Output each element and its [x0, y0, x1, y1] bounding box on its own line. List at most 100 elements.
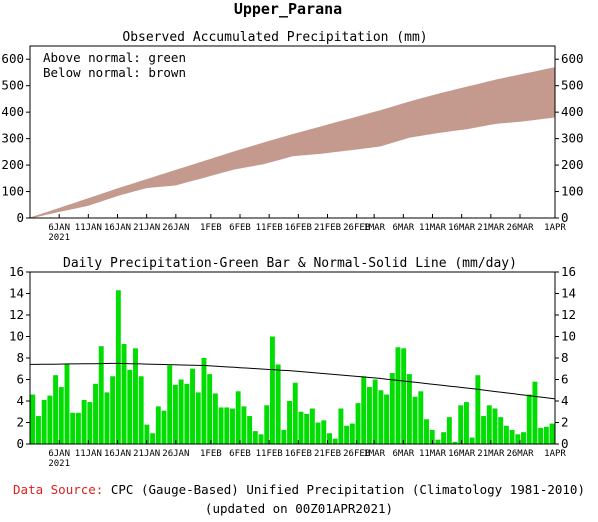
normal-daily-line [30, 362, 556, 400]
daily-ytick-label-right: 12 [561, 307, 576, 322]
daily-precip-bar [258, 434, 264, 444]
daily-precip-bar [309, 408, 315, 444]
daily-precip-bar [446, 417, 452, 445]
daily-precip-bar [110, 376, 116, 444]
daily-precip-bar [435, 439, 441, 444]
daily-precip-bar [349, 423, 355, 444]
daily-precip-bar [366, 387, 372, 444]
data-source-label: Data Source: [13, 482, 104, 497]
daily-precip-bar [338, 408, 344, 444]
daily-ytick-label-left: 2 [16, 415, 24, 430]
daily-precip-bar [81, 399, 87, 444]
daily-ytick-label-right: 4 [561, 393, 569, 408]
daily-precip-bar [378, 390, 384, 444]
daily-precip-bar [30, 394, 36, 444]
accum-xtick-label: 6FEB [229, 223, 251, 233]
daily-precip-bar [133, 348, 138, 444]
daily-precip-bar [167, 365, 173, 444]
accum-year-label: 2021 [48, 233, 70, 243]
daily-ytick-label-right: 6 [561, 372, 569, 387]
daily-precip-bar [264, 405, 270, 444]
accum-ytick-label-right: 500 [561, 78, 584, 93]
daily-ytick-label-right: 0 [561, 436, 569, 451]
accum-ytick-label-right: 200 [561, 157, 584, 172]
daily-precip-bar [481, 416, 487, 444]
daily-year-label: 2021 [48, 459, 70, 469]
daily-ytick-label-right: 2 [561, 415, 569, 430]
daily-precip-bar [138, 376, 144, 444]
accum-xtick-label: 16FEB [285, 223, 312, 233]
daily-precip-bar [212, 393, 218, 444]
accum-ytick-label-left: 100 [1, 184, 24, 199]
daily-xtick-label: 11JAN [75, 449, 102, 459]
daily-precip-bar [344, 425, 350, 444]
legend-below-normal: Below normal: brown [43, 65, 186, 80]
daily-precip-bar [161, 410, 167, 444]
daily-precip-bar [384, 394, 390, 444]
daily-precip-bar [292, 382, 298, 444]
accum-ytick-label-left: 600 [1, 51, 24, 66]
daily-precip-bar [53, 375, 59, 444]
daily-ytick-label-left: 8 [16, 350, 24, 365]
daily-precip-bar [184, 383, 190, 444]
daily-ytick-label-right: 16 [561, 264, 576, 279]
daily-precip-bar [298, 411, 304, 444]
accum-xtick-label: 11JAN [75, 223, 102, 233]
accum-panel-title: Observed Accumulated Precipitation (mm) [122, 30, 427, 45]
daily-xtick-label: 1FEB [200, 449, 222, 459]
daily-precip-bar [469, 437, 475, 444]
daily-xtick-label: 21MAR [477, 449, 505, 459]
daily-xtick-label: 21FEB [314, 449, 341, 459]
daily-precip-bar [252, 431, 258, 444]
daily-precip-bar [521, 432, 526, 444]
daily-precip-bar [332, 438, 338, 445]
daily-xtick-label: 6FEB [229, 449, 251, 459]
daily-precip-bar [172, 384, 178, 445]
daily-precip-bar [361, 376, 367, 444]
daily-ytick-label-left: 14 [9, 286, 24, 301]
daily-xtick-label: 26JAN [162, 449, 189, 459]
daily-precip-bar [64, 364, 70, 444]
daily-xtick-label: 11FEB [256, 449, 283, 459]
accum-ytick-label-right: 600 [561, 51, 584, 66]
main-title: Upper_Parana [234, 0, 342, 18]
accum-xtick-label: 11FEB [256, 223, 283, 233]
accum-xtick-label: 6JAN [48, 223, 70, 233]
normal-accum-line [29, 67, 556, 219]
daily-ytick-label-left: 4 [16, 393, 24, 408]
daily-precip-bar [532, 381, 538, 444]
daily-precip-bar [241, 406, 247, 445]
daily-precip-bar [372, 379, 378, 444]
daily-ytick-label-left: 16 [9, 264, 24, 279]
daily-precip-bar [224, 407, 230, 444]
daily-precip-bar [87, 402, 93, 444]
daily-precip-bar [75, 412, 81, 444]
daily-xtick-label: 6JAN [48, 449, 70, 459]
daily-xtick-label: 11MAR [419, 449, 447, 459]
daily-precip-bar [201, 358, 207, 444]
accum-ytick-label-right: 100 [561, 184, 584, 199]
daily-precip-bar [355, 403, 361, 444]
daily-precip-bar [304, 413, 310, 444]
daily-precip-bar [121, 344, 127, 444]
daily-precip-bar [315, 422, 321, 444]
accum-xtick-label: 26MAR [506, 223, 534, 233]
data-source-line: Data Source: CPC (Gauge-Based) Unified P… [0, 482, 598, 497]
daily-precip-bar [247, 416, 253, 444]
accum-xtick-label: 1APR [544, 223, 566, 233]
daily-precip-bar [218, 407, 224, 444]
accum-ytick-label-left: 500 [1, 78, 24, 93]
accum-xtick-label: 26JAN [162, 223, 189, 233]
daily-precip-bar [98, 346, 104, 444]
daily-xtick-label: 1MAR [363, 449, 385, 459]
daily-precip-bar [395, 347, 401, 444]
daily-precip-bar [207, 374, 213, 445]
daily-ytick-label-left: 0 [16, 436, 24, 451]
daily-precip-bar [538, 427, 544, 445]
daily-precip-bar [464, 402, 469, 444]
daily-precip-bar [418, 391, 424, 444]
daily-precip-bar [104, 392, 110, 444]
daily-precip-bar [230, 408, 235, 444]
